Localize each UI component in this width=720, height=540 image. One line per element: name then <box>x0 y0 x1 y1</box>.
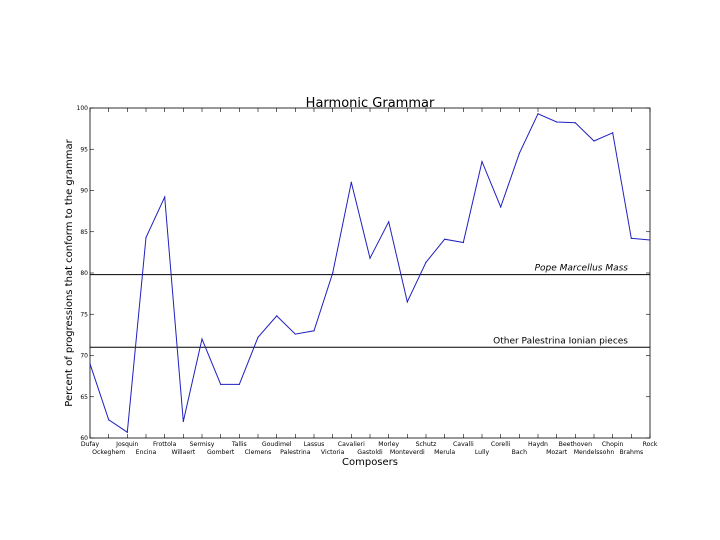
x-tick-label: Bach <box>512 449 527 456</box>
data-point <box>537 113 539 115</box>
x-axis-label: Composers <box>342 457 398 468</box>
data-point <box>425 261 427 263</box>
data-point <box>164 196 166 198</box>
x-tick-label: Victoria <box>321 449 345 456</box>
y-tick-label: 95 <box>80 146 88 153</box>
data-point <box>89 363 91 365</box>
x-tick-label: Mendelssohn <box>574 449 615 456</box>
data-point <box>593 140 595 142</box>
data-point <box>500 206 502 208</box>
data-point <box>462 241 464 244</box>
y-axis-label: Percent of progressions that conform to … <box>64 138 75 406</box>
y-axis-ticks: 60 65 70 75 80 85 90 95 100 <box>77 105 650 442</box>
data-point <box>182 420 184 423</box>
x-tick-label: Mozart <box>546 449 568 456</box>
data-point <box>388 221 390 223</box>
y-tick-label: 70 <box>80 353 88 360</box>
x-tick-label: Rock <box>643 441 658 448</box>
y-tick-label: 90 <box>80 188 88 195</box>
data-point <box>406 301 408 303</box>
x-tick-label: Gombert <box>207 449 235 456</box>
y-tick-label: 85 <box>80 229 88 236</box>
data-point <box>145 236 147 239</box>
data-point <box>108 419 110 421</box>
x-tick-label: Dufay <box>81 441 100 448</box>
reference-line-label: Other Palestrina Ionian pieces <box>493 336 628 346</box>
x-tick-label: Schutz <box>416 441 437 448</box>
data-point <box>574 122 576 124</box>
data-point <box>556 121 558 123</box>
x-tick-label: Gastoldi <box>357 449 383 456</box>
x-tick-label: Lassus <box>304 441 325 448</box>
x-tick-label: Cavalli <box>453 441 474 448</box>
x-tick-label: Beethoven <box>559 441 592 448</box>
data-point <box>332 272 334 274</box>
data-point <box>220 383 222 385</box>
data-point <box>444 238 446 240</box>
x-tick-label: Chopin <box>602 441 624 448</box>
reference-line-label: Pope Marcellus Mass <box>535 264 629 274</box>
x-tick-label: Clemens <box>245 449 272 456</box>
y-tick-label: 100 <box>77 105 89 112</box>
y-tick-label: 60 <box>80 435 88 442</box>
x-tick-label: Morley <box>378 441 399 448</box>
x-tick-label: Goudimel <box>262 441 292 448</box>
x-tick-label: Corelli <box>491 441 511 448</box>
x-tick-label: Haydn <box>528 441 548 448</box>
data-point <box>276 315 278 317</box>
y-tick-label: 65 <box>80 394 88 401</box>
data-point <box>649 239 651 241</box>
data-point <box>369 257 371 259</box>
x-tick-label: Josquin <box>115 441 138 448</box>
x-tick-label: Sermisy <box>190 441 215 448</box>
data-point <box>481 161 483 163</box>
x-tick-label: Lully <box>475 449 490 456</box>
data-point <box>126 431 128 433</box>
data-point <box>313 330 315 332</box>
data-point <box>257 336 259 338</box>
data-point <box>294 333 296 335</box>
x-tick-label: Willaert <box>171 449 195 456</box>
x-tick-label: Cavalieri <box>338 441 365 448</box>
x-tick-label: Monteverdi <box>390 449 425 456</box>
x-tick-label: Brahms <box>619 449 643 456</box>
data-point <box>612 132 614 134</box>
x-tick-label: Tallis <box>231 441 247 448</box>
data-point <box>201 338 203 340</box>
chart-title: Harmonic Grammar <box>306 96 435 111</box>
data-point <box>630 237 632 239</box>
data-point <box>518 152 520 154</box>
x-axis-ticks: DufayOckeghemJosquinEncinaFrottolaWillae… <box>81 108 658 456</box>
series-layer <box>89 113 651 434</box>
reference-lines: Pope Marcellus Mass Other Palestrina Ioni… <box>90 264 650 348</box>
y-tick-label: 80 <box>80 270 88 277</box>
x-tick-label: Ockeghem <box>92 449 125 456</box>
x-tick-label: Palestrina <box>280 449 311 456</box>
x-tick-label: Merula <box>434 449 455 456</box>
x-tick-label: Frottola <box>153 441 177 448</box>
x-tick-label: Encina <box>136 449 157 456</box>
y-tick-label: 75 <box>80 311 88 318</box>
data-point <box>238 383 240 385</box>
data-point <box>350 181 352 183</box>
